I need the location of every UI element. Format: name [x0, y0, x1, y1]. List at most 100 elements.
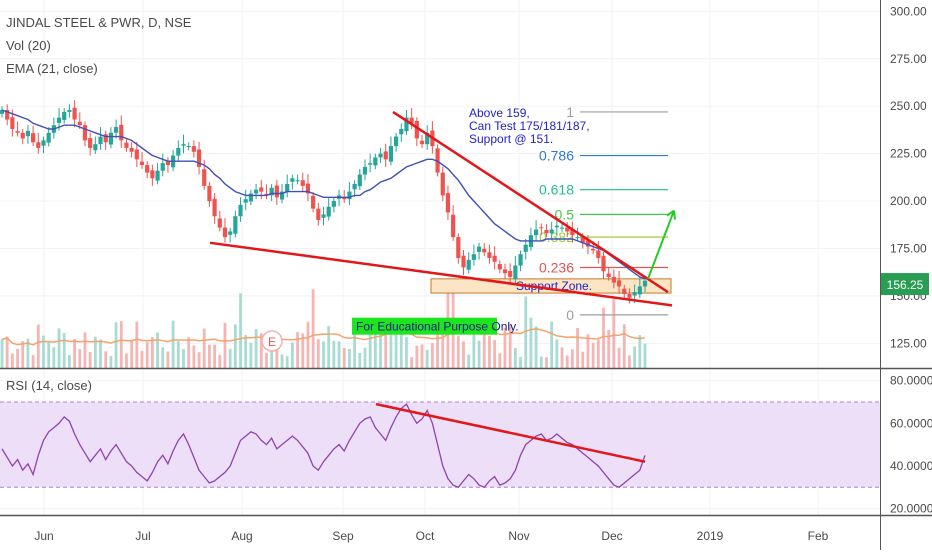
volume-bar	[275, 340, 279, 368]
volume-bar	[436, 331, 439, 368]
volume-bar	[93, 336, 97, 368]
candle-body	[62, 111, 67, 120]
x-tick-label: Sep	[332, 529, 354, 543]
volume-bar	[602, 307, 605, 368]
candle-body	[160, 163, 165, 171]
volume-bar	[62, 333, 66, 368]
candle-body	[393, 136, 399, 147]
fib-level-label: 0.236	[539, 259, 574, 275]
volume-bar	[545, 357, 548, 368]
candle-body	[637, 286, 642, 295]
ema-line	[1, 109, 646, 280]
volume-bar	[379, 321, 382, 368]
volume-bar	[529, 317, 533, 368]
rsi-zone	[0, 401, 880, 488]
candle-body	[461, 255, 466, 268]
candle-body	[290, 178, 295, 182]
candle-body	[155, 170, 160, 181]
candle-body	[233, 216, 238, 234]
rsi-line	[1, 403, 646, 489]
volume-legend[interactable]: Vol (20)	[6, 38, 51, 53]
volume-bar	[498, 353, 502, 368]
ema-legend[interactable]: EMA (21, close)	[6, 61, 98, 76]
candle-body	[207, 185, 212, 202]
volume-bar	[410, 357, 414, 368]
volume-bar	[311, 289, 315, 368]
target-note-line: Above 159,	[469, 106, 530, 120]
rsi-legend[interactable]: RSI (14, close)	[6, 378, 92, 393]
volume-bar	[368, 328, 372, 368]
candle-body	[134, 149, 139, 160]
volume-bar	[145, 342, 149, 368]
resistance-trendline	[392, 110, 669, 294]
candle-body	[113, 127, 119, 133]
volume-bars	[0, 278, 647, 368]
volume-bar	[166, 351, 170, 368]
volume-bar	[477, 340, 481, 368]
symbol-title[interactable]: JINDAL STEEL & PWR, D, NSE	[6, 15, 192, 30]
candle-body	[596, 250, 601, 258]
candle-body	[549, 229, 554, 234]
candle-body	[622, 288, 627, 295]
candle-body	[476, 246, 482, 252]
volume-bar	[47, 342, 51, 368]
volume-bar	[415, 345, 419, 368]
volume-bar	[420, 344, 424, 368]
volume-bar	[384, 322, 388, 368]
volume-bar	[576, 327, 579, 368]
volume-bar	[456, 335, 460, 368]
candle-body	[93, 144, 98, 151]
volume-bar	[555, 339, 559, 368]
candle-body	[632, 292, 637, 296]
candle-body	[368, 163, 373, 165]
rsi-trendline	[375, 402, 646, 463]
rsi-14-line	[1, 403, 646, 489]
candle-body	[575, 237, 580, 239]
rsi-tick-label: 60.0000	[890, 416, 932, 430]
candle-body	[202, 169, 207, 186]
y-tick-label: 175.00	[890, 241, 927, 255]
volume-bar	[239, 293, 242, 368]
candle-body	[274, 185, 279, 198]
volume-bar	[482, 324, 486, 368]
candle-body	[409, 117, 414, 124]
volume-bar	[156, 332, 159, 368]
candle-body	[41, 140, 46, 146]
candle-body	[248, 193, 254, 202]
y-tick-label: 225.00	[890, 147, 927, 161]
rsi-band	[0, 401, 880, 488]
candle-body	[279, 191, 285, 200]
candle-body	[399, 128, 404, 135]
volume-ma-line	[1, 328, 646, 346]
candle-body	[217, 218, 222, 228]
volume-bar	[36, 324, 40, 368]
candle-body	[36, 142, 41, 148]
candle-body	[539, 227, 544, 229]
candle-body	[373, 157, 378, 166]
candle-body	[347, 191, 352, 200]
volume-bar	[353, 329, 357, 368]
candle-body	[601, 255, 606, 272]
trendlines	[209, 110, 676, 463]
volume-bar	[285, 356, 289, 368]
candle-body	[176, 147, 181, 156]
candle-body	[67, 110, 72, 112]
volume-bar	[358, 352, 362, 368]
candle-body	[456, 237, 461, 258]
volume-bar	[550, 321, 554, 368]
candle-body	[145, 165, 150, 173]
candle-body	[404, 117, 409, 132]
volume-bar	[508, 323, 512, 368]
support-trendline	[209, 241, 673, 307]
x-tick-label: Jun	[34, 529, 53, 543]
volume-bar	[125, 353, 128, 368]
target-note-line: Support @ 151.	[469, 132, 553, 146]
volume-bar	[114, 322, 118, 368]
volume-bar	[389, 325, 393, 368]
candle-body	[518, 254, 523, 266]
x-tick-label: 2019	[697, 529, 724, 543]
last-price-tag	[881, 273, 929, 296]
